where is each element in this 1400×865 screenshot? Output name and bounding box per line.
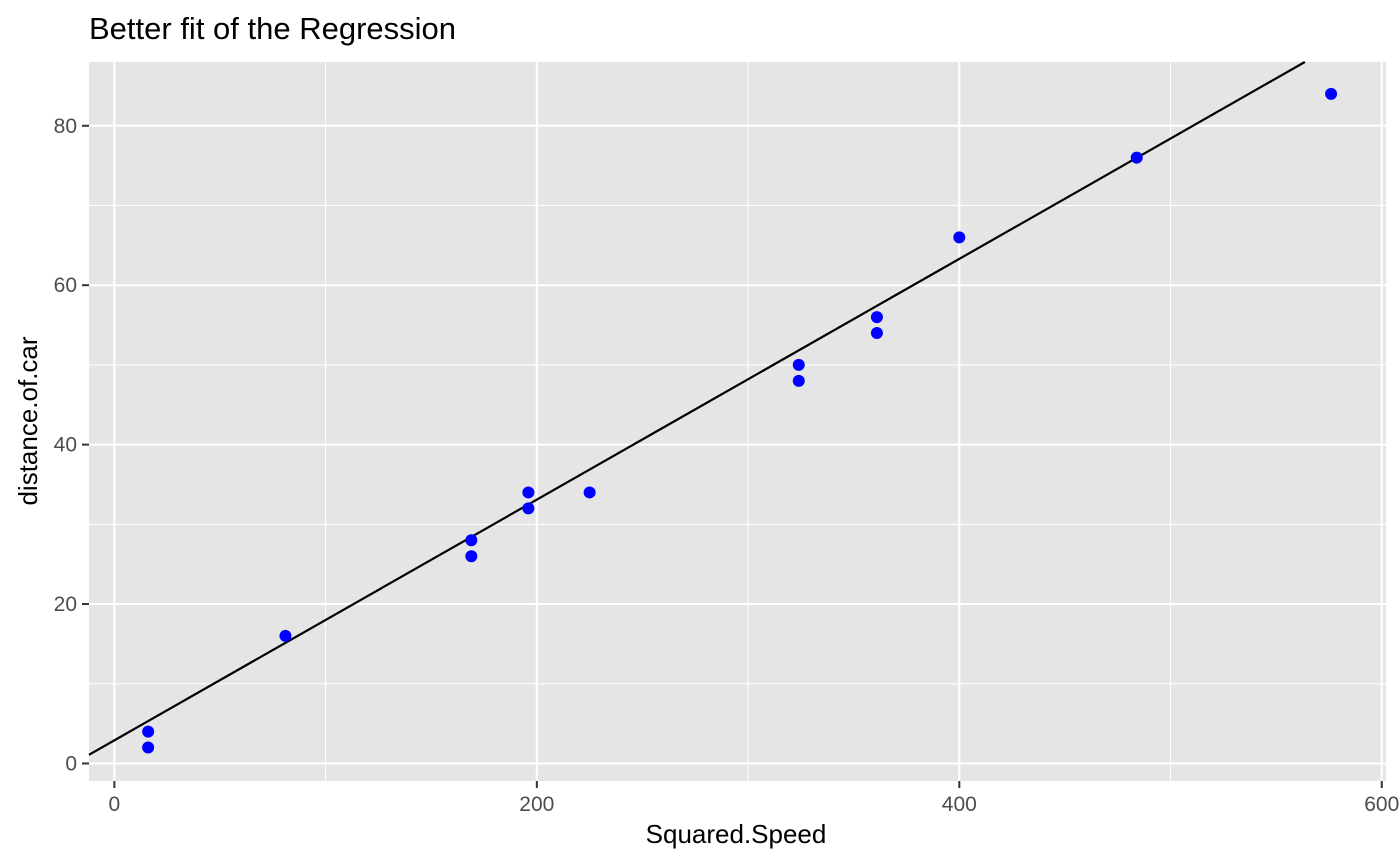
regression-line-group	[88, 61, 1306, 756]
data-point	[142, 741, 155, 754]
data-point	[1325, 87, 1338, 100]
major-gridlines	[89, 62, 1386, 781]
y-axis-ticks: 0 20 40 60 80	[54, 115, 89, 775]
data-point	[870, 311, 883, 324]
panel-background	[89, 62, 1386, 781]
data-point	[1130, 151, 1143, 164]
data-point	[522, 502, 535, 515]
y-axis-title: distance.of.car	[13, 336, 43, 505]
y-tick-label: 60	[54, 274, 77, 297]
x-tick-label: 0	[109, 793, 121, 816]
y-tick-label: 0	[65, 752, 77, 775]
x-tick-label: 200	[519, 793, 554, 816]
x-tick-label: 400	[942, 793, 977, 816]
data-point	[465, 550, 478, 563]
data-point	[583, 486, 596, 499]
x-axis-title: Squared.Speed	[646, 819, 827, 849]
data-point	[522, 486, 535, 499]
data-point	[870, 327, 883, 340]
x-axis-ticks: 0 200 400 600	[109, 781, 1399, 816]
y-tick-label: 20	[54, 593, 77, 616]
minor-gridlines	[89, 62, 1386, 781]
data-point	[465, 534, 478, 547]
data-point	[279, 629, 292, 642]
chart-title: Better fit of the Regression	[89, 11, 456, 46]
y-tick-label: 40	[54, 434, 77, 457]
data-point	[953, 231, 966, 244]
data-points	[142, 87, 1338, 754]
data-point	[792, 374, 805, 387]
data-point	[792, 358, 805, 371]
data-point	[142, 725, 155, 738]
y-tick-label: 80	[54, 115, 77, 138]
regression-line	[88, 61, 1306, 756]
x-tick-label: 600	[1364, 793, 1399, 816]
